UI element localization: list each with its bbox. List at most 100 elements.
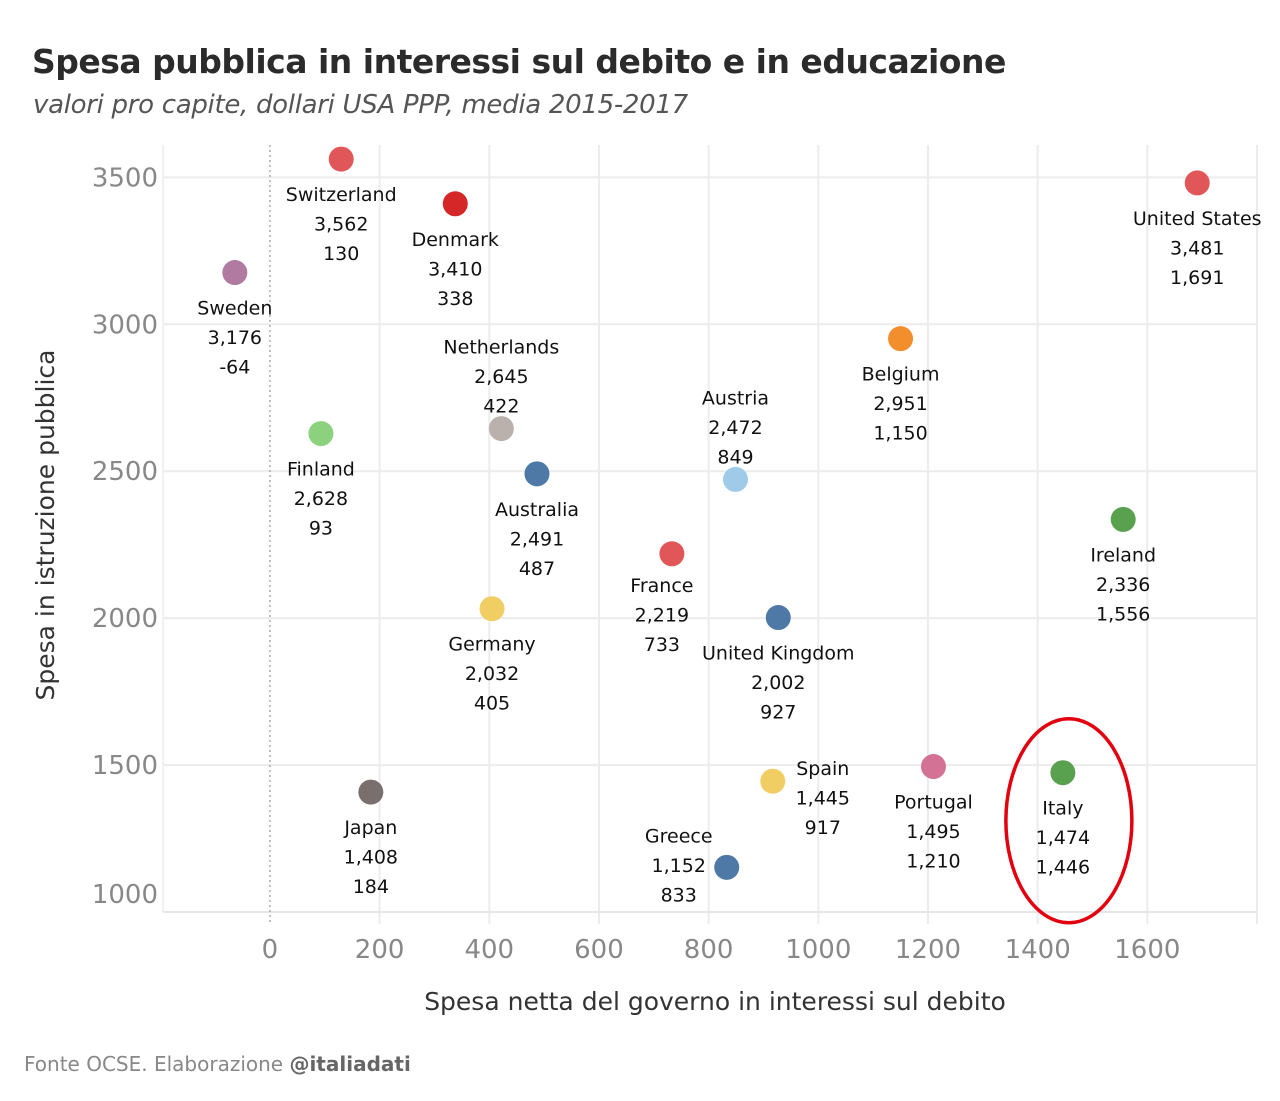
data-point-ireland (1110, 506, 1136, 532)
point-label-interest: 184 (353, 876, 389, 898)
x-axis-label: Spesa netta del governo in interessi sul… (424, 987, 1006, 1016)
point-label-interest: -64 (219, 357, 250, 379)
point-label-name: Ireland (1090, 544, 1156, 566)
data-point-spain (760, 768, 786, 794)
point-label-name: United Kingdom (702, 643, 855, 665)
point-label-education: 1,408 (344, 847, 398, 869)
data-point-australia (524, 461, 550, 487)
point-label-name: Germany (448, 634, 535, 656)
axes: 1000 1500 2000 2500 3000 3500 0 200 400 600 800 100… (92, 163, 1181, 965)
data-point-switzerland (328, 146, 354, 172)
point-label-interest: 422 (483, 396, 519, 418)
y-tick-label: 2000 (92, 604, 158, 634)
point-label-education: 2,219 (635, 604, 689, 626)
point-label-interest: 1,691 (1170, 267, 1224, 289)
data-point-netherlands (488, 416, 514, 442)
x-tick-label: 600 (574, 935, 624, 965)
point-label-education: 2,951 (873, 393, 927, 415)
data-point-belgium (888, 326, 914, 352)
point-label-name: Sweden (197, 298, 272, 320)
point-label-education: 1,445 (796, 788, 850, 810)
point-label-interest: 1,150 (873, 423, 927, 445)
y-tick-label: 1500 (92, 751, 158, 781)
x-tick-label: 1400 (1005, 935, 1071, 965)
data-point-finland (308, 421, 334, 447)
point-label-name: Japan (343, 817, 397, 839)
y-tick-label: 1000 (92, 880, 158, 910)
annotations (1004, 716, 1134, 925)
point-label-name: Portugal (894, 792, 973, 814)
source-handle: @italiadati (289, 1052, 411, 1076)
data-point-germany (479, 596, 505, 622)
data-point-denmark (442, 191, 468, 217)
y-axis-label: Spesa in istruzione pubblica (31, 350, 60, 701)
point-label-name: Switzerland (286, 184, 397, 206)
point-label-name: Greece (645, 825, 713, 847)
y-tick-label: 3500 (92, 163, 158, 193)
point-label-name: Finland (287, 459, 355, 481)
point-label-name: Belgium (862, 364, 940, 386)
point-label-education: 2,336 (1096, 574, 1150, 596)
data-point-united-states (1184, 170, 1210, 196)
x-tick-label: 0 (262, 935, 279, 965)
point-label-interest: 927 (760, 702, 796, 724)
y-tick-label: 2500 (92, 457, 158, 487)
data-point-sweden (222, 260, 248, 286)
point-label-education: 3,176 (208, 327, 262, 349)
point-label-education: 2,032 (465, 663, 519, 685)
x-tick-label: 1000 (785, 935, 851, 965)
point-label-name: Australia (495, 499, 579, 521)
point-label-education: 2,491 (510, 528, 564, 550)
point-label-education: 2,002 (751, 672, 805, 694)
point-label-education: 1,474 (1036, 827, 1090, 849)
data-point-greece (714, 854, 740, 880)
source-text: Fonte OCSE. Elaborazione (24, 1052, 290, 1076)
point-label-interest: 130 (323, 243, 359, 265)
x-tick-label: 1200 (895, 935, 961, 965)
point-label-education: 3,410 (428, 258, 482, 280)
x-tick-label: 1600 (1114, 935, 1180, 965)
point-label-education: 3,562 (314, 214, 368, 236)
chart-title: Spesa pubblica in interessi sul debito e… (32, 42, 1006, 81)
point-label-education: 2,472 (708, 417, 762, 439)
point-label-name: Austria (702, 387, 769, 409)
point-label-education: 1,495 (906, 821, 960, 843)
point-label-interest: 1,210 (906, 851, 960, 873)
point-label-interest: 733 (644, 634, 680, 656)
x-tick-label: 800 (684, 935, 734, 965)
point-label-name: France (630, 575, 693, 597)
point-label-interest: 405 (474, 693, 510, 715)
source-note: Fonte OCSE. Elaborazione @italiadati (24, 1052, 411, 1076)
point-label-interest: 338 (437, 288, 473, 310)
point-label-interest: 487 (519, 558, 555, 580)
point-label-interest: 849 (717, 446, 753, 468)
y-tick-label: 3000 (92, 310, 158, 340)
point-label-name: Italy (1042, 798, 1083, 820)
point-label-name: United States (1133, 208, 1262, 230)
data-points (222, 146, 1210, 880)
data-point-united-kingdom (765, 605, 791, 631)
point-label-interest: 1,556 (1096, 603, 1150, 625)
point-label-interest: 93 (309, 518, 333, 540)
data-point-portugal (920, 754, 946, 780)
point-label-education: 2,628 (294, 488, 348, 510)
point-label-education: 1,152 (652, 855, 706, 877)
point-label-interest: 917 (805, 817, 841, 839)
chart-subtitle: valori pro capite, dollari USA PPP, medi… (33, 90, 688, 120)
point-label-education: 3,481 (1170, 237, 1224, 259)
data-point-italy (1050, 760, 1076, 786)
data-point-japan (358, 779, 384, 805)
point-label-interest: 1,446 (1036, 857, 1090, 879)
highlight-ellipse-italy (1004, 716, 1134, 925)
gridlines (162, 145, 1258, 924)
point-label-name: Netherlands (443, 337, 559, 359)
x-tick-label: 400 (464, 935, 514, 965)
point-label-name: Denmark (412, 229, 499, 251)
x-tick-label: 200 (355, 935, 405, 965)
point-label-interest: 833 (661, 884, 697, 906)
point-label-name: Spain (796, 758, 849, 780)
data-point-france (659, 541, 685, 567)
point-label-education: 2,645 (474, 366, 528, 388)
data-point-austria (722, 466, 748, 492)
